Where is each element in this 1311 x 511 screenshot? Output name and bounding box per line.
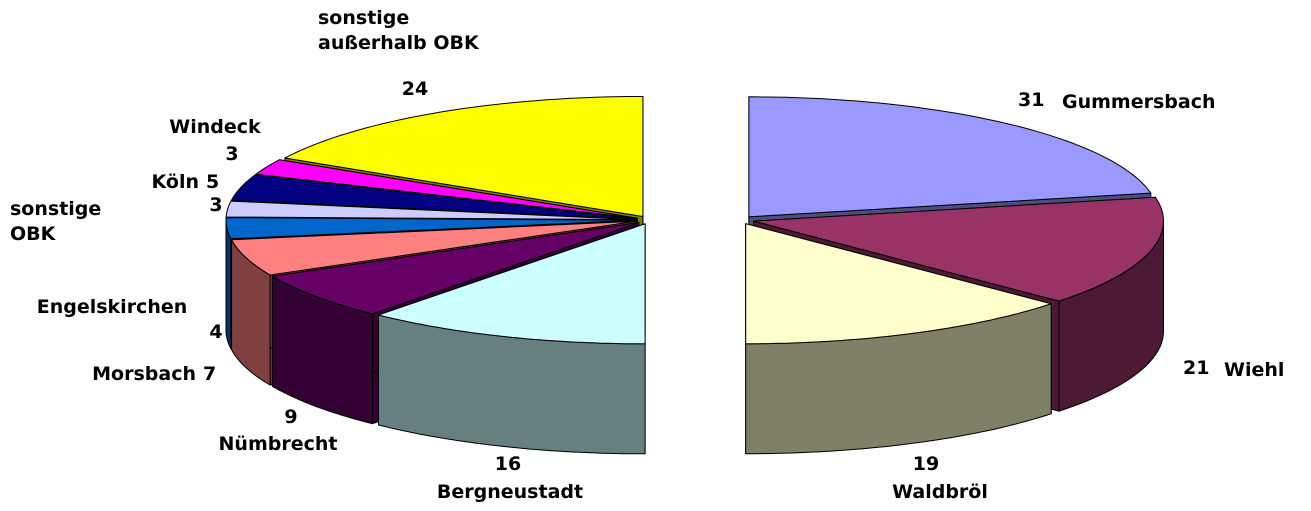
value-label: 19 bbox=[912, 453, 940, 475]
value-label: 9 bbox=[284, 406, 298, 428]
category-label: Waldbröl bbox=[892, 481, 988, 503]
category-label: Bergneustadt bbox=[436, 481, 584, 503]
pie-slice bbox=[378, 223, 646, 455]
value-label: 3 bbox=[209, 194, 223, 216]
slice-top bbox=[271, 222, 640, 315]
slice-top bbox=[748, 96, 1152, 218]
category-label: sonstige OBK bbox=[10, 198, 102, 245]
value-label: 5 bbox=[206, 171, 220, 193]
category-label: Wiehl bbox=[1224, 359, 1285, 381]
slice-top bbox=[225, 217, 637, 240]
value-label: 21 bbox=[1183, 357, 1210, 379]
value-label: 3 bbox=[225, 143, 239, 165]
category-label: Nümbrecht bbox=[218, 433, 338, 455]
value-label: 4 bbox=[209, 321, 223, 343]
category-label: Gummersbach bbox=[1062, 91, 1216, 113]
pie-slice bbox=[745, 223, 1052, 455]
value-label: 16 bbox=[494, 453, 522, 475]
value-label: 24 bbox=[401, 78, 429, 100]
slice-rim bbox=[225, 219, 232, 350]
category-label: Morsbach bbox=[92, 363, 196, 385]
category-label: sonstige außerhalb OBK bbox=[318, 7, 479, 54]
value-label: 31 bbox=[1018, 89, 1045, 111]
category-label: Köln bbox=[151, 171, 199, 193]
slice-top bbox=[753, 196, 1164, 302]
category-label: Windeck bbox=[169, 116, 261, 138]
slice-top bbox=[255, 159, 638, 219]
slice-top bbox=[231, 220, 638, 276]
slice-top bbox=[378, 223, 646, 345]
slice-top bbox=[230, 174, 637, 220]
slice-top bbox=[284, 96, 644, 217]
slice-top bbox=[225, 200, 637, 221]
category-label: Engelskirchen bbox=[36, 296, 188, 318]
value-label: 7 bbox=[203, 363, 217, 385]
slice-top bbox=[745, 223, 1052, 345]
